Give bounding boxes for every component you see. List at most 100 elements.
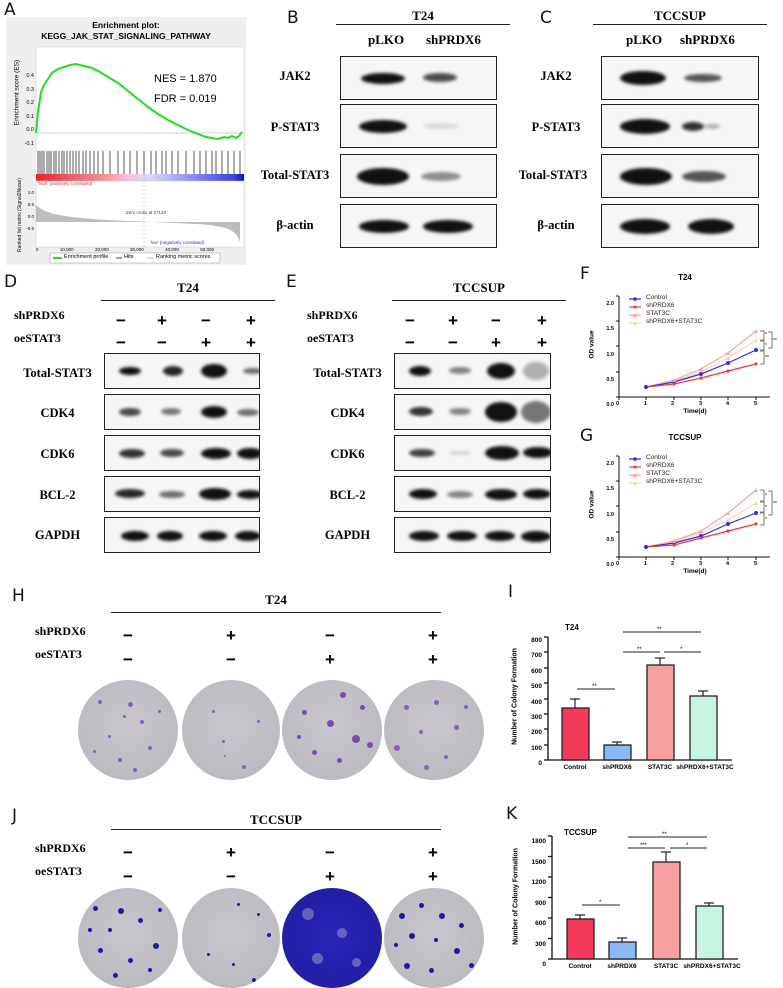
chart-f-xlabel: Time(d) (683, 408, 707, 415)
sign-plus: + (226, 843, 236, 862)
svg-text:*: * (680, 647, 683, 653)
chart-g-title: TCCSUP (668, 433, 702, 442)
panel-letter-g: G (580, 426, 594, 446)
panel-letter-a: A (4, 0, 16, 20)
chart-g-y-ticks: 2.0 1.5 1.0 0.5 0.0 (596, 452, 614, 578)
panel-c-row-beta-actin: β-actin (537, 218, 575, 232)
y-tick: 1.0 (606, 511, 614, 518)
svg-text:**: ** (657, 627, 662, 633)
panel-d-cond-oestat3: oeSTAT3 (14, 331, 61, 345)
chart-i-cat-shprdx6-stat3c: shPRDX6+STAT3C (676, 764, 734, 771)
y-tick: 0.5 (606, 376, 614, 383)
dish-h-2 (182, 680, 280, 780)
panel-b-row-total-stat3: Total-STAT3 (260, 168, 330, 182)
sign-minus: − (226, 867, 236, 886)
y-tick: 200 (531, 729, 542, 737)
y-tick: 1.5 (606, 326, 614, 333)
blot-e-bcl2 (394, 476, 551, 512)
x-tick: 0 (36, 247, 39, 252)
panel-h-header-line (111, 612, 441, 613)
rank-tick: 0.5 (27, 202, 34, 207)
legend-enrichment-profile: Enrichment profile (64, 254, 109, 260)
svg-text:*: * (765, 332, 767, 338)
blot-b-pstat3 (340, 104, 497, 148)
svg-text:*: * (765, 493, 767, 499)
x-tick: 50,000 (200, 247, 214, 252)
x-tick: 20,000 (94, 247, 109, 252)
rank-tick: -0.5 (26, 226, 34, 231)
chart-k-colony-tccsup: TCCSUP * ** *** * 1800 1500 120 (500, 760, 783, 988)
sign-minus: − (116, 311, 126, 330)
dish-j-3 (282, 888, 382, 988)
blot-b-total-stat3 (340, 154, 497, 198)
panel-e-row-bcl2: BCL-2 (329, 488, 366, 502)
panel-letter-i: I (508, 582, 514, 602)
gsea-title: Enrichment plot: KEGG_JAK_STAT_SIGNALING… (6, 20, 246, 42)
es-tick: 0.1 (26, 113, 34, 120)
y-tick: 0.0 (606, 562, 614, 569)
x-tick: 2 (671, 561, 675, 567)
x-tick: 0 (616, 401, 620, 407)
gsea-fdr: FDR = 0.019 (154, 93, 217, 105)
sign-plus: + (537, 333, 547, 352)
blot-d-bcl2 (104, 476, 260, 512)
panel-letter-f: F (580, 264, 590, 284)
panel-e-cell-line: TCCSUP (452, 280, 505, 295)
chart-f-svg: * * ** ** (616, 295, 777, 400)
es-tick: 0.2 (26, 100, 34, 106)
svg-text:*: * (765, 343, 767, 349)
panel-b-header-line (336, 24, 510, 25)
y-tick: 1500 (531, 858, 546, 866)
chart-i-cat-shprdx6: shPRDX6 (602, 764, 632, 771)
panel-j-header-line (111, 829, 441, 830)
panel-j-cond-oestat3: oeSTAT3 (35, 864, 82, 878)
x-tick: 3 (699, 401, 703, 407)
panel-j-cell-line: TCCSUP (249, 812, 302, 827)
gsea-title-line2: KEGG_JAK_STAT_SIGNALING_PATHWAY (41, 31, 211, 41)
x-tick: 40,000 (165, 247, 179, 252)
panel-e-header-line (392, 300, 566, 301)
panel-d-cond-shprdx6: shPRDX6 (14, 308, 65, 322)
chart-i-cat-stat3c: STAT3C (647, 764, 673, 771)
panel-e-row-cdk4: CDK4 (330, 406, 365, 420)
chart-k-title: TCCSUP (564, 828, 597, 837)
gsea-rank-ticks: 1.0 0.5 0.0 -0.5 (20, 187, 34, 235)
sign-minus: − (491, 311, 501, 330)
blot-d-cdk4 (104, 394, 260, 430)
gsea-low-label: 'low' (negatively correlated) (150, 240, 205, 245)
y-tick: 300 (531, 714, 542, 722)
dish-h-4 (384, 680, 484, 780)
sign-plus: + (428, 843, 438, 862)
panel-b-row-jak2: JAK2 (279, 69, 311, 83)
x-tick: 5 (754, 561, 758, 567)
sign-plus: + (226, 626, 236, 645)
legend-ranking-metric: Ranking metric scores (156, 254, 211, 260)
gsea-nes: NES = 1.870 (154, 73, 217, 85)
x-tick: 1 (644, 401, 648, 407)
sign-plus: + (448, 311, 458, 330)
chart-k-cat-shprdx6: shPRDX6 (607, 963, 637, 970)
y-tick: 0.0 (606, 402, 614, 409)
gsea-title-line1: Enrichment plot: (92, 20, 160, 30)
svg-text:**: ** (765, 355, 769, 361)
svg-text:**: ** (592, 684, 597, 690)
gsea-high-label: 'high' (positively correlated) (38, 181, 93, 186)
y-tick: 0 (542, 961, 546, 968)
svg-text:*: * (765, 517, 767, 523)
svg-text:*: * (599, 900, 602, 906)
sign-plus: + (325, 650, 335, 669)
blot-e-gapdh (394, 517, 551, 553)
sign-plus: + (537, 311, 547, 330)
panel-d-row-cdk4: CDK4 (40, 406, 75, 420)
sign-minus: − (405, 311, 415, 330)
blot-c-beta-actin (601, 204, 759, 248)
panel-c-lane-shprdx6: shPRDX6 (680, 32, 735, 47)
blot-b-jak2 (340, 56, 497, 100)
panel-c-row-pstat3: P-STAT3 (531, 120, 581, 134)
legend-shprdx6-stat3c: shPRDX6+STAT3C (646, 318, 703, 325)
chart-g-svg: * * ** * (616, 455, 777, 560)
panel-b-row-pstat3: P-STAT3 (270, 120, 320, 134)
panel-e-row-gapdh: GAPDH (324, 528, 371, 542)
legend-stat3c: STAT3C (646, 310, 670, 317)
sign-plus: + (428, 650, 438, 669)
